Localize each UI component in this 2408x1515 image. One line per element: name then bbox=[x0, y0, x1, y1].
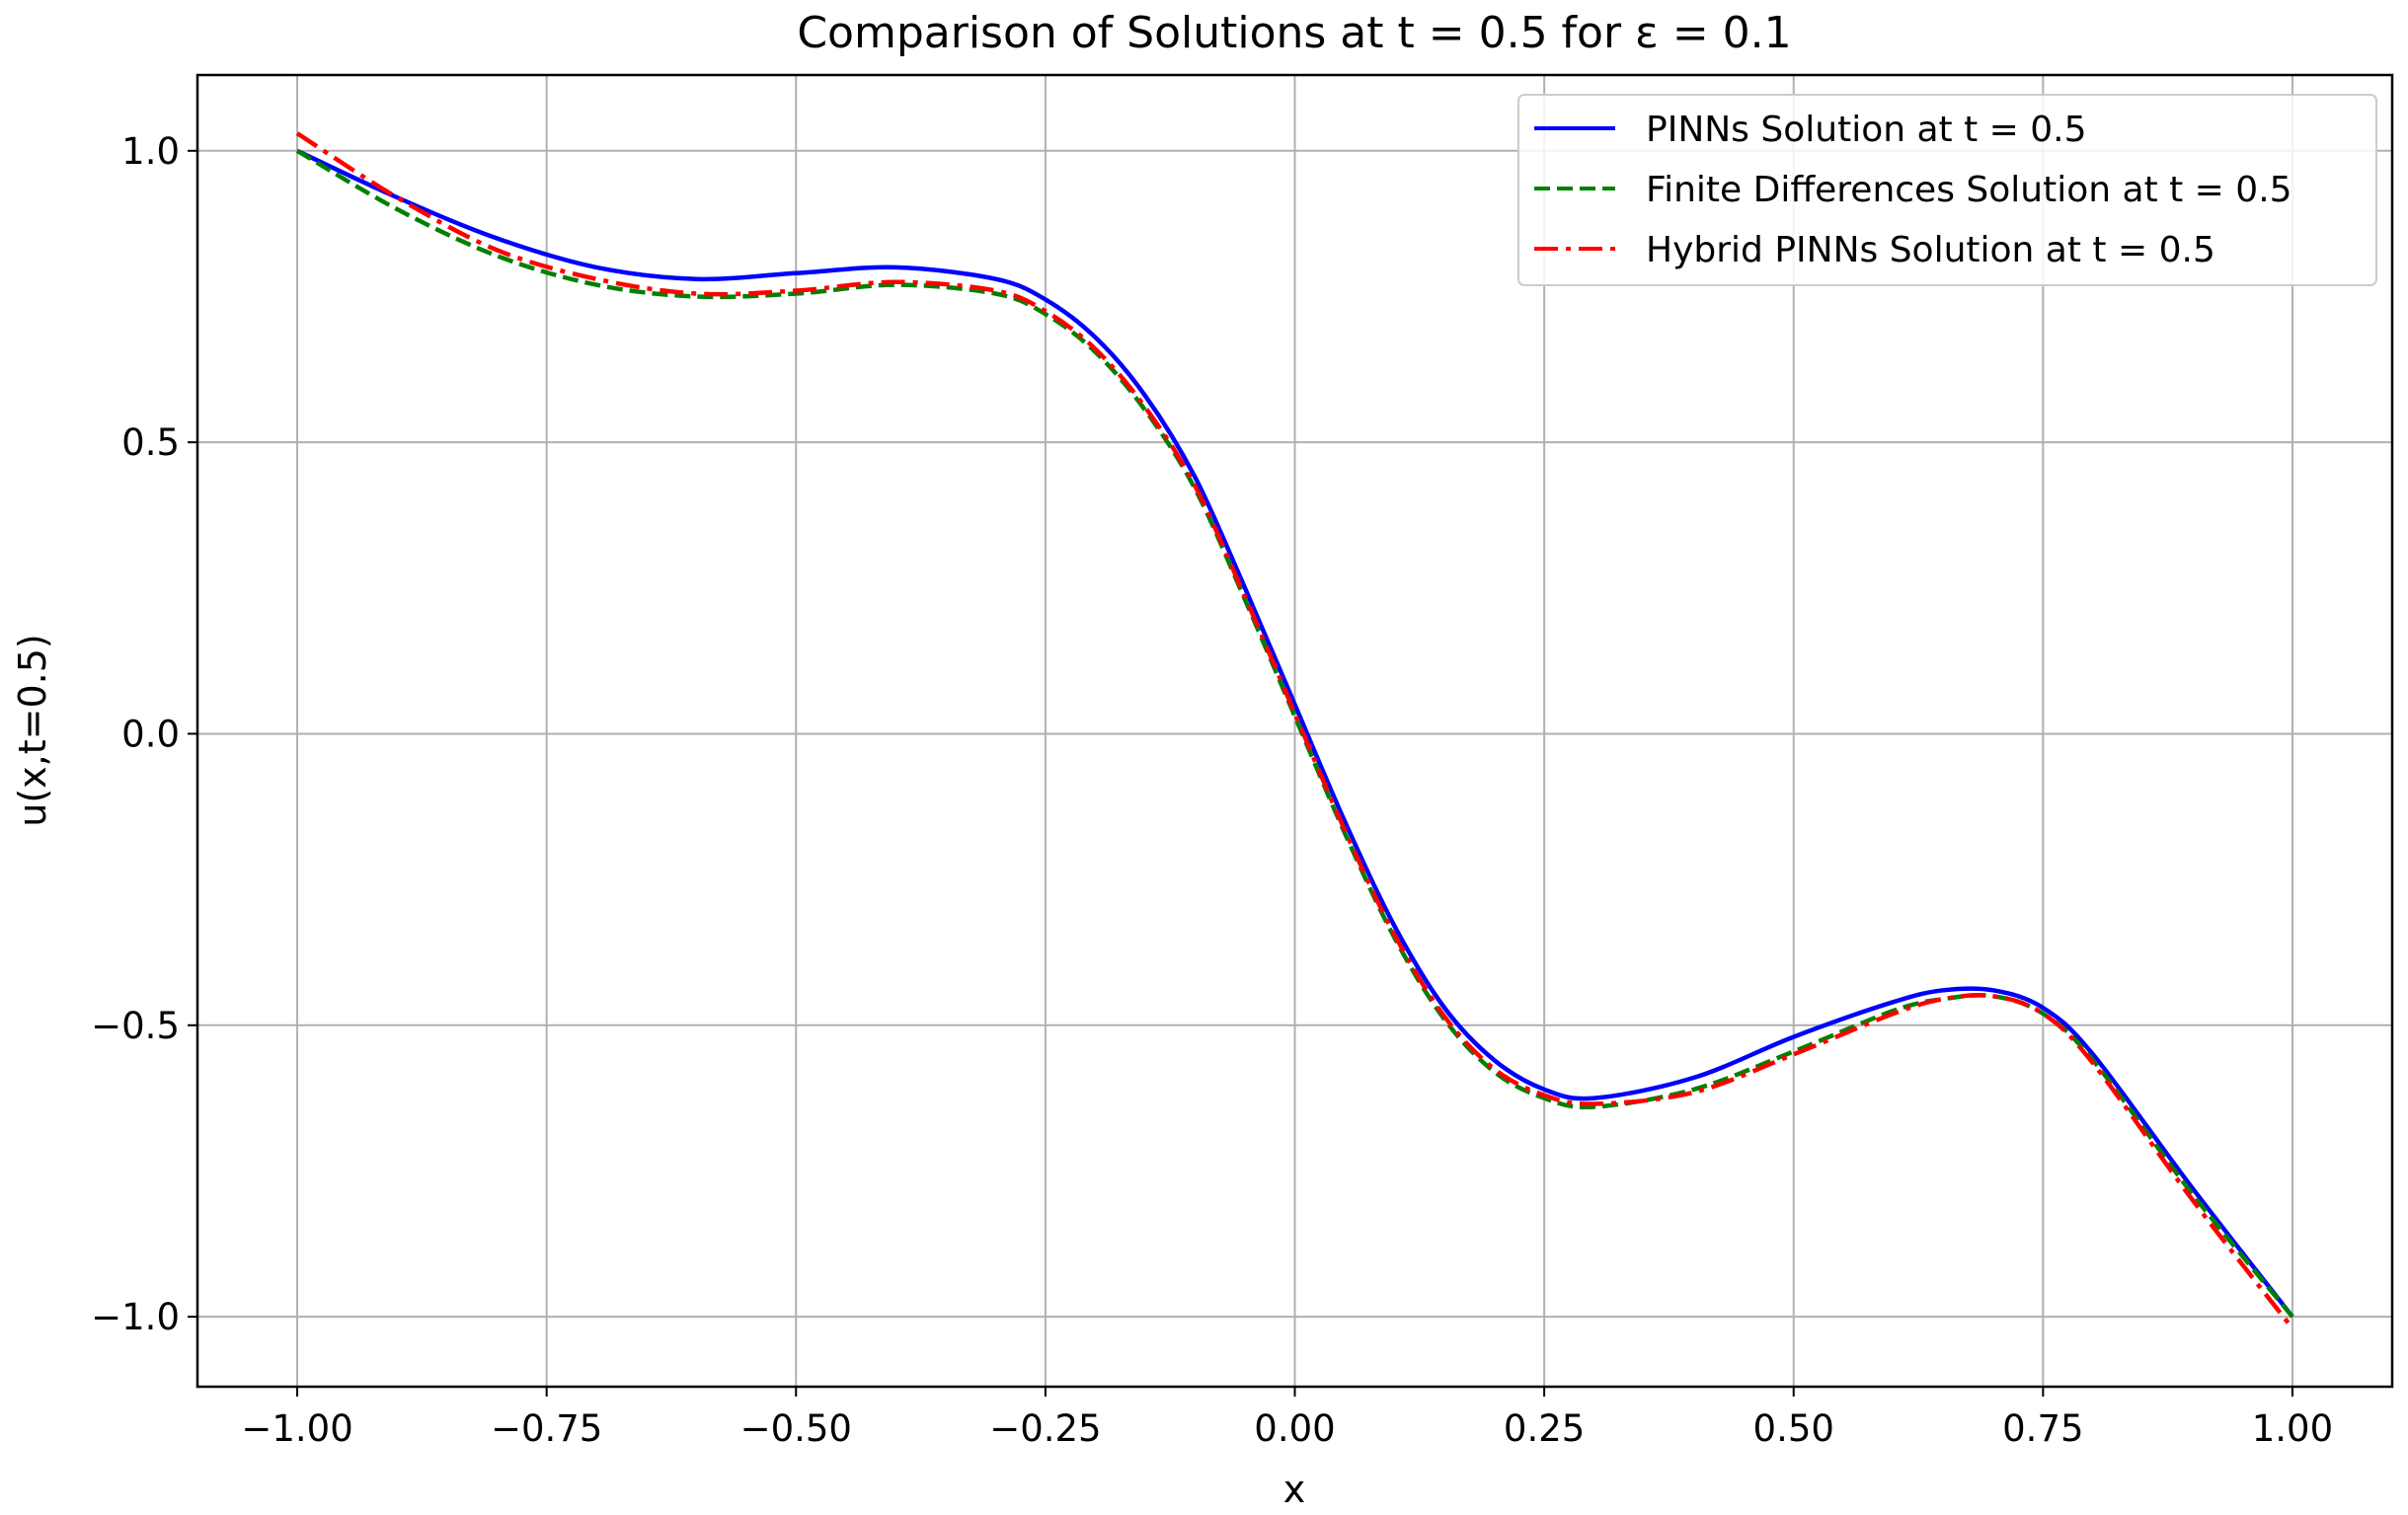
x-axis-label: x bbox=[1283, 1468, 1306, 1511]
x-tick-label: −0.50 bbox=[740, 1407, 852, 1450]
series-line-hybrid-pinns bbox=[295, 131, 2294, 1330]
x-axis-ticks: −1.00 −0.75 −0.50 −0.25 0.00 0.25 0.50 0.75 1.00 bbox=[241, 1387, 2333, 1450]
y-tick-label: −0.5 bbox=[91, 1005, 180, 1047]
series-line-finite-differences bbox=[295, 148, 2294, 1319]
x-tick-label: −1.00 bbox=[241, 1407, 352, 1450]
x-tick-label: −0.25 bbox=[989, 1407, 1101, 1450]
x-tick-label: 0.25 bbox=[1504, 1407, 1585, 1450]
chart-title: Comparison of Solutions at t = 0.5 for ε… bbox=[797, 8, 1791, 58]
x-tick-label: 0.00 bbox=[1254, 1407, 1335, 1450]
legend-label-hybrid-pinns: Hybrid PINNs Solution at t = 0.5 bbox=[1646, 230, 2215, 270]
y-tick-label: 0.0 bbox=[121, 713, 180, 755]
x-tick-label: 1.00 bbox=[2252, 1407, 2333, 1450]
series-line-pinns bbox=[296, 148, 2294, 1319]
legend-label-finite-differences: Finite Differences Solution at t = 0.5 bbox=[1646, 170, 2292, 210]
x-tick-label: 0.50 bbox=[1753, 1407, 1834, 1450]
y-tick-label: −1.0 bbox=[91, 1296, 180, 1338]
y-tick-label: 1.0 bbox=[121, 130, 180, 173]
y-tick-label: 0.5 bbox=[121, 421, 180, 464]
y-axis-label: u(x,t=0.5) bbox=[11, 634, 54, 826]
legend-label-pinns: PINNs Solution at t = 0.5 bbox=[1646, 110, 2087, 150]
y-axis-ticks: 1.0 0.5 0.0 −0.5 −1.0 bbox=[91, 130, 197, 1338]
legend: PINNs Solution at t = 0.5 Finite Differe… bbox=[1517, 94, 2377, 286]
x-tick-label: −0.75 bbox=[491, 1407, 602, 1450]
series-lines bbox=[295, 131, 2294, 1330]
legend-box bbox=[1517, 94, 2377, 286]
x-tick-label: 0.75 bbox=[2002, 1407, 2083, 1450]
